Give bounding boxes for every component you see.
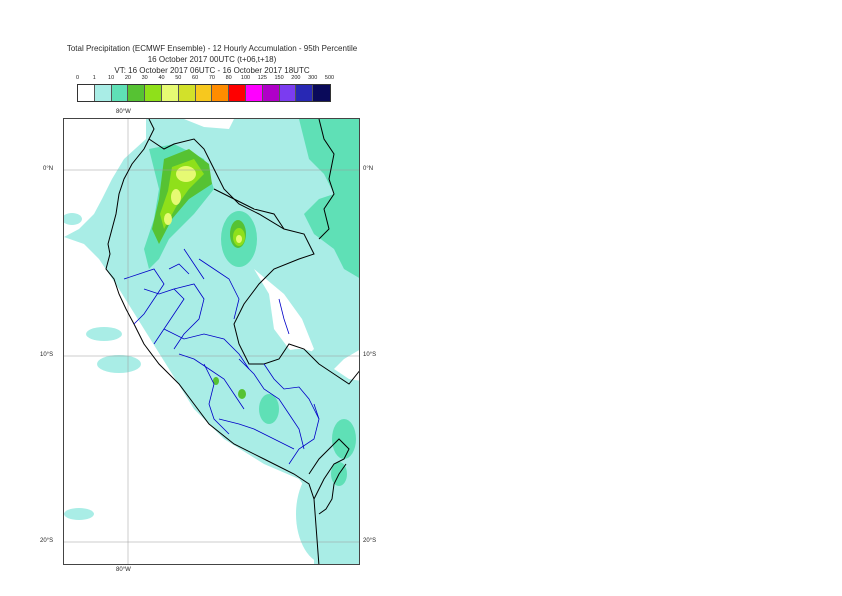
precipitation-map: [63, 118, 360, 565]
legend-box-9: [229, 85, 246, 101]
regional-boundaries: [123, 248, 320, 465]
legend-box-6: [178, 85, 196, 101]
legend-threshold-0: 0: [75, 75, 80, 81]
title-line-3: VT: 16 October 2017 06UTC - 16 October 2…: [114, 66, 310, 75]
legend-box-12: [279, 85, 297, 101]
legend-threshold-9: 80: [225, 75, 232, 81]
legend-threshold-labels: 0 1 10 20 30 40 50 60 70 80 100 125 150 200 300 500: [75, 75, 346, 84]
title-line-1: Total Precipitation (ECMWF Ensemble) - 1…: [66, 44, 358, 53]
legend-threshold-15: 500: [324, 75, 335, 81]
ocean-light-patches: [64, 213, 356, 564]
title-line-2: 16 October 2017 00UTC (t+06,t+18): [147, 55, 277, 64]
lat-label-left-0: 0°N: [43, 166, 54, 172]
legend-threshold-6: 50: [175, 75, 182, 81]
legend-threshold-12: 150: [274, 75, 284, 81]
legend-threshold-11: 125: [257, 75, 267, 81]
lat-label-right-2: 20°S: [363, 538, 377, 544]
legend-threshold-7: 60: [192, 75, 199, 81]
legend-box-11: [262, 85, 280, 101]
no-precip-areas: [64, 119, 359, 564]
lon-label-bottom: 80°W: [116, 567, 131, 573]
legend-box-3: [128, 85, 146, 101]
legend-box-2: [111, 85, 129, 101]
legend-threshold-5: 40: [158, 75, 165, 81]
legend-threshold-3: 20: [124, 75, 131, 81]
legend-box-0: [78, 85, 95, 101]
legend-threshold-2: 10: [108, 75, 115, 81]
map-svg: [64, 119, 359, 564]
lat-label-left-2: 20°S: [40, 538, 54, 544]
legend-box-4: [145, 85, 162, 101]
legend-box-5: [161, 85, 179, 101]
legend-threshold-14: 300: [308, 75, 318, 81]
legend-box-14: [313, 85, 330, 101]
lat-label-left-1: 10°S: [40, 352, 54, 358]
legend-threshold-1: 1: [92, 75, 96, 81]
legend-box-10: [245, 85, 263, 101]
legend-box-7: [195, 85, 213, 101]
colorbar-legend: 0 1 10 20 30 40 50 60 70 80 100 125 150 200 300 500: [75, 75, 346, 103]
precip-20-30: [152, 149, 246, 399]
map-title: Total Precipitation (ECMWF Ensemble) - 1…: [0, 43, 424, 76]
legend-box-1: [94, 85, 112, 101]
coastline-borders: [105, 119, 359, 564]
legend-threshold-4: 30: [141, 75, 148, 81]
legend-box-13: [296, 85, 314, 101]
lat-label-right-1: 10°S: [363, 352, 377, 358]
legend-threshold-10: 100: [240, 75, 251, 81]
legend-color-boxes: [77, 84, 331, 102]
legend-threshold-8: 70: [208, 75, 215, 81]
lat-label-right-0: 0°N: [363, 166, 374, 172]
lon-label-top: 80°W: [116, 109, 131, 115]
legend-threshold-13: 200: [291, 75, 301, 81]
legend-box-8: [212, 85, 230, 101]
